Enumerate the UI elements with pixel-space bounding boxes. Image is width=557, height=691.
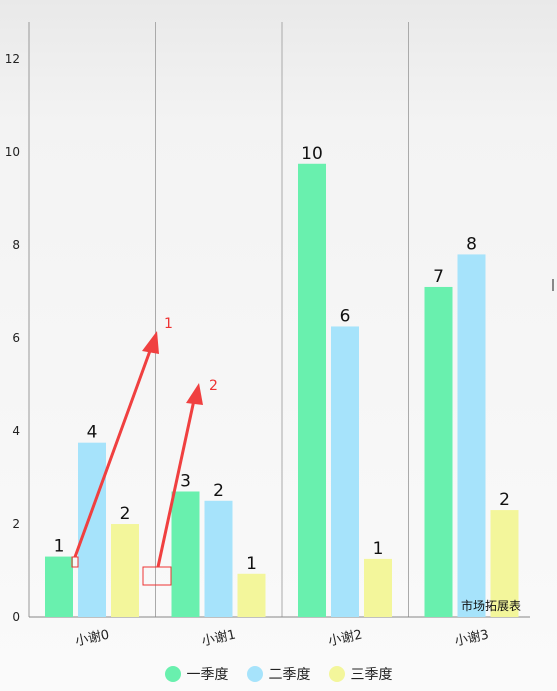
annotation-arrowhead-1 — [142, 331, 159, 354]
legend-label-q1: 一季度 — [186, 667, 229, 683]
annotation-box-2 — [142, 566, 172, 586]
bar — [490, 510, 519, 617]
annotations: 1 2 — [71, 316, 218, 586]
bar — [111, 524, 139, 617]
bar — [331, 326, 359, 617]
bar — [171, 491, 200, 617]
data-label: 3 — [180, 471, 191, 491]
data-label: 4 — [87, 423, 98, 443]
legend-item-q3: 三季度 — [328, 664, 393, 684]
legend-label-q2: 二季度 — [268, 667, 311, 683]
bar — [45, 556, 73, 617]
y-tick-label: 0 — [12, 610, 20, 624]
legend-swatch-q2 — [246, 666, 263, 682]
data-label: 6 — [340, 306, 351, 326]
grid-lines — [155, 22, 409, 617]
legend-swatch-q3 — [328, 666, 345, 682]
data-label: 2 — [213, 481, 224, 501]
bar — [204, 500, 233, 617]
bar — [237, 573, 266, 617]
legend-swatch-q1 — [164, 666, 181, 682]
bars — [45, 163, 519, 617]
x-tick-label: 小谢2 — [327, 627, 364, 650]
bar — [364, 558, 392, 617]
legend-item-q2: 二季度 — [246, 664, 311, 684]
chart-description: 市场拓展表 — [461, 598, 521, 613]
data-label: 2 — [499, 490, 510, 510]
data-label: 7 — [433, 267, 444, 287]
y-tick-label: 2 — [12, 517, 20, 531]
bar — [78, 442, 106, 617]
bar — [298, 163, 326, 617]
legend-item-q1: 一季度 — [164, 664, 229, 684]
scroll-edge-marker — [552, 279, 554, 291]
legend-label-q3: 三季度 — [350, 667, 393, 683]
data-label: 8 — [466, 234, 477, 254]
y-tick-labels: 0 2 4 6 8 10 12 — [5, 52, 20, 624]
bar — [457, 254, 486, 617]
y-tick-label: 12 — [5, 52, 20, 66]
data-label: 1 — [54, 537, 65, 557]
x-tick-labels: 小谢0 小谢1 小谢2 小谢3 — [74, 627, 490, 650]
data-label: 10 — [301, 144, 323, 164]
legend: 一季度 二季度 三季度 — [0, 664, 557, 684]
x-tick-label: 小谢1 — [200, 627, 237, 650]
annotation-arrow-1 — [73, 347, 153, 558]
x-tick-label: 小谢0 — [74, 627, 111, 650]
annotation-arrowhead-2 — [186, 383, 203, 405]
bar — [424, 286, 453, 617]
data-label: 1 — [373, 539, 384, 559]
y-tick-label: 6 — [12, 331, 20, 345]
annotation-label-2: 2 — [209, 378, 218, 394]
y-tick-label: 10 — [5, 145, 20, 159]
y-tick-label: 8 — [12, 238, 20, 252]
annotation-label-1: 1 — [164, 316, 173, 332]
y-tick-label: 4 — [12, 424, 20, 438]
data-label: 2 — [120, 504, 131, 524]
x-tick-label: 小谢3 — [453, 627, 490, 650]
annotation-arrow-2 — [156, 399, 196, 568]
data-label: 1 — [246, 554, 257, 574]
